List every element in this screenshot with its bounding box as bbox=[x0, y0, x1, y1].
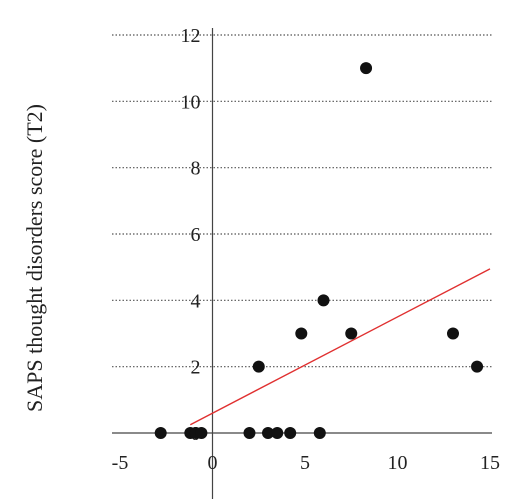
y-tick-label-6: 6 bbox=[191, 224, 201, 246]
x-tick-labels: -5 0 5 10 15 bbox=[112, 452, 500, 474]
data-point-12 bbox=[318, 294, 330, 306]
fit-line-group bbox=[190, 269, 490, 425]
y-tick-label-2: 2 bbox=[191, 357, 201, 379]
y-tick-label-4: 4 bbox=[191, 290, 201, 312]
data-point-1 bbox=[155, 427, 167, 439]
y-axis-label: SAPS thought disorders score (T2) bbox=[22, 104, 47, 412]
data-point-7 bbox=[271, 427, 283, 439]
data-point-11 bbox=[295, 328, 307, 340]
data-point-14 bbox=[360, 62, 372, 74]
y-tick-label-10: 10 bbox=[181, 91, 201, 113]
data-points bbox=[155, 62, 483, 439]
data-point-16 bbox=[471, 361, 483, 373]
x-tick-label-5: 5 bbox=[300, 452, 310, 474]
x-tick-label-15: 15 bbox=[480, 452, 500, 474]
data-point-15 bbox=[447, 328, 459, 340]
y-tick-label-8: 8 bbox=[191, 158, 201, 180]
data-point-9 bbox=[314, 427, 326, 439]
x-tick-label-10: 10 bbox=[388, 452, 408, 474]
data-point-5 bbox=[244, 427, 256, 439]
grid-lines bbox=[112, 35, 492, 367]
x-tick-label--5: -5 bbox=[112, 452, 129, 474]
data-point-13 bbox=[345, 328, 357, 340]
fit-line bbox=[190, 269, 490, 425]
data-point-8 bbox=[284, 427, 296, 439]
axes bbox=[112, 28, 492, 499]
data-point-4 bbox=[195, 427, 207, 439]
x-tick-label-0: 0 bbox=[208, 452, 218, 474]
y-tick-label-12: 12 bbox=[181, 25, 201, 47]
data-point-10 bbox=[253, 361, 265, 373]
y-tick-labels: 024681012 bbox=[181, 25, 201, 445]
